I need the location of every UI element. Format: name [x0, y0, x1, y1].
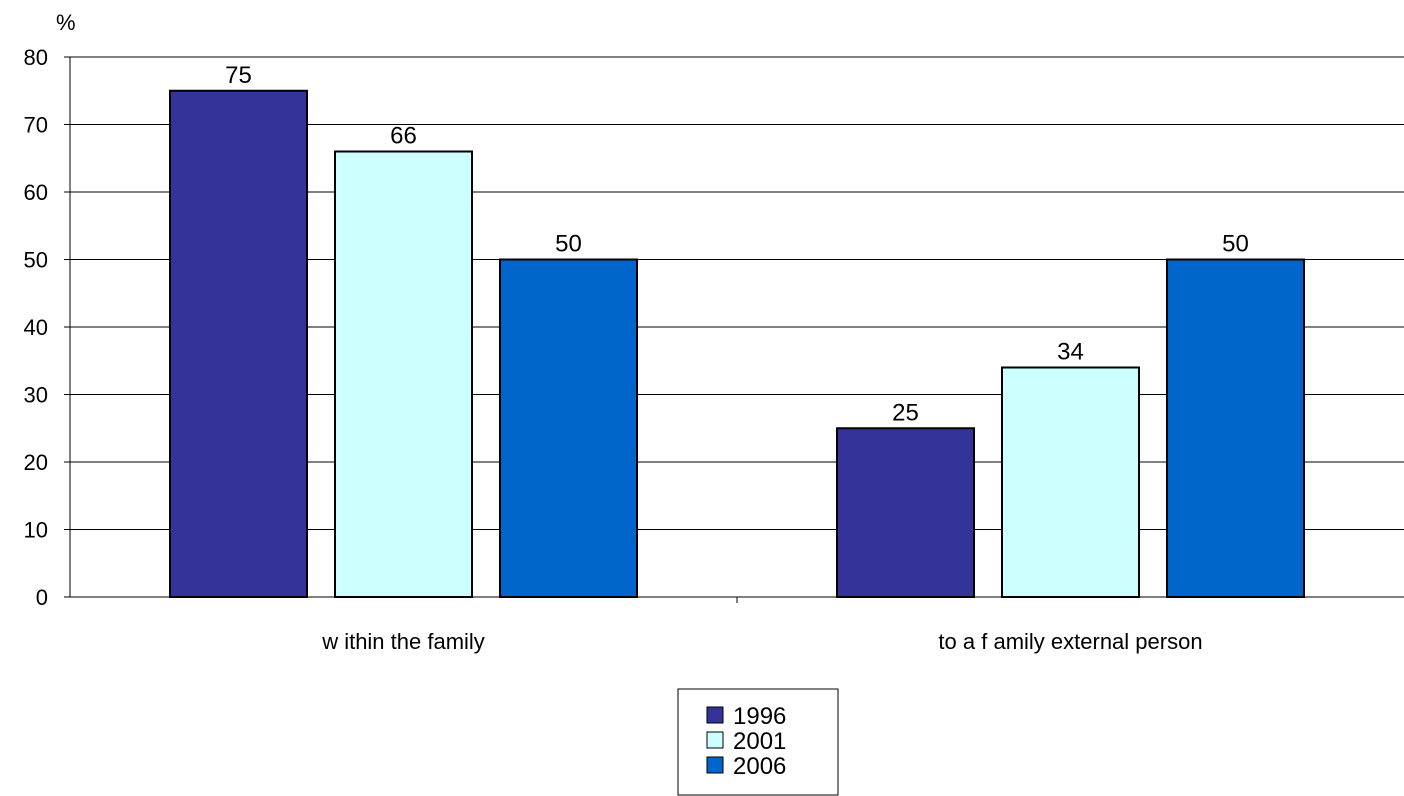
y-tick-label: 50 — [24, 248, 48, 273]
legend-label: 2001 — [733, 728, 786, 755]
category-label: to a f amily external person — [938, 629, 1202, 654]
y-tick-label: 40 — [24, 315, 48, 340]
data-label: 34 — [1057, 339, 1084, 366]
legend-label: 2006 — [733, 753, 786, 780]
data-label: 50 — [555, 231, 582, 258]
y-tick-label: 20 — [24, 450, 48, 475]
data-label: 66 — [390, 123, 417, 150]
category-label: w ithin the family — [321, 629, 485, 654]
bars — [170, 91, 1304, 597]
legend-swatch-2001 — [707, 732, 723, 748]
data-label: 25 — [892, 399, 919, 426]
y-tick-label: 30 — [24, 383, 48, 408]
y-axis-unit-label: % — [56, 10, 76, 35]
data-label: 50 — [1222, 231, 1249, 258]
data-label: 75 — [225, 62, 252, 89]
legend-swatch-1996 — [707, 707, 723, 723]
y-tick-label: 60 — [24, 180, 48, 205]
bar-2006-external-person — [1167, 260, 1304, 598]
legend-swatch-2006 — [707, 757, 723, 773]
bar-2001-external-person — [1002, 368, 1139, 598]
y-tick-label: 10 — [24, 518, 48, 543]
y-tick-label: 80 — [24, 45, 48, 70]
y-tick-labels: 0 10 20 30 40 50 60 70 80 — [24, 45, 48, 610]
y-tick-label: 70 — [24, 113, 48, 138]
y-tick-label: 0 — [36, 585, 48, 610]
bar-1996-within-family — [170, 91, 307, 597]
category-labels: w ithin the family to a f amily external … — [321, 629, 1202, 654]
bar-2001-within-family — [335, 152, 472, 598]
bar-1996-external-person — [837, 428, 974, 597]
legend-label: 1996 — [733, 703, 786, 730]
bar-2006-within-family — [500, 260, 637, 598]
